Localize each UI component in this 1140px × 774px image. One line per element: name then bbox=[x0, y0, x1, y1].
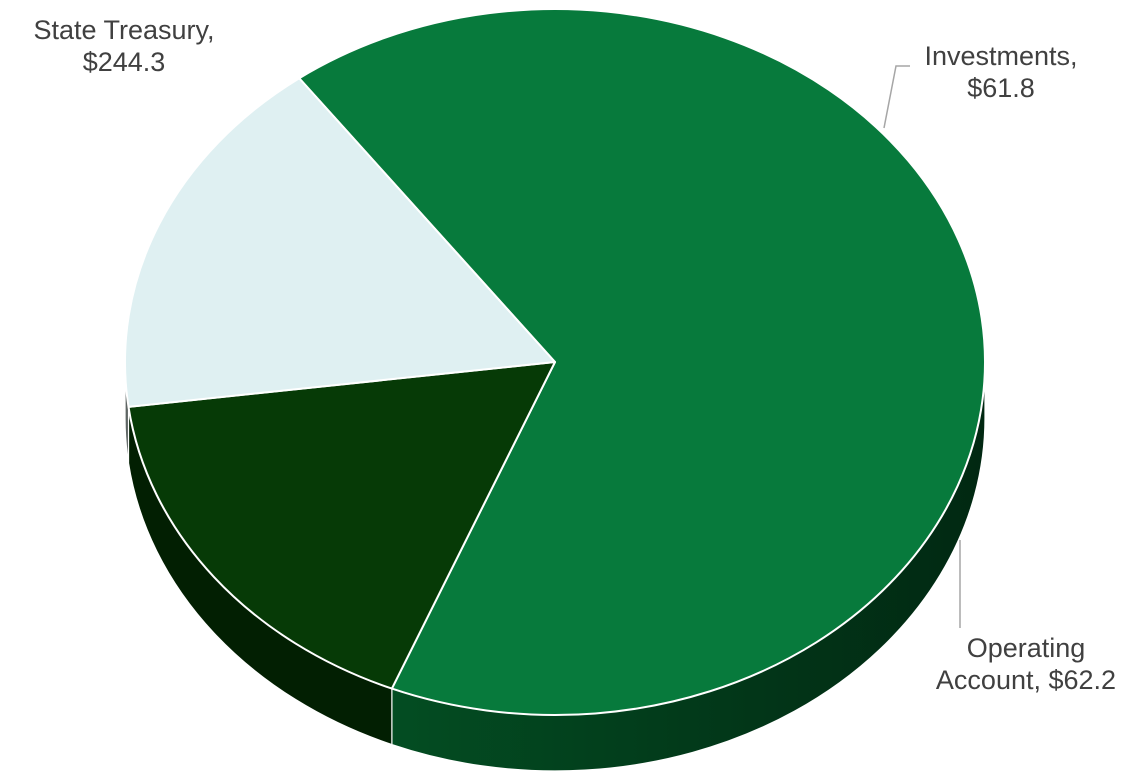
data-label-state-treasury: State Treasury, $244.3 bbox=[8, 14, 240, 78]
pie-slice-operating-account bbox=[124, 77, 556, 408]
data-label-state-treasury-value: $244.3 bbox=[82, 47, 166, 77]
data-label-operating-account-value: Account, $62.2 bbox=[935, 665, 1117, 695]
data-label-investments-value: $61.8 bbox=[967, 73, 1035, 103]
pie-slice-investments bbox=[127, 361, 556, 690]
data-label-investments-name: Investments, bbox=[924, 41, 1078, 71]
pie-top-faces bbox=[124, 8, 987, 716]
data-label-operating-account-name: Operating bbox=[966, 633, 1086, 663]
data-label-operating-account: Operating Account, $62.2 bbox=[918, 632, 1134, 696]
leader-line-investments bbox=[883, 65, 910, 129]
leader-lines bbox=[883, 65, 961, 628]
data-label-investments: Investments, $61.8 bbox=[908, 40, 1094, 104]
data-label-state-treasury-name: State Treasury, bbox=[33, 15, 215, 45]
pie-slice-state-treasury bbox=[298, 8, 987, 716]
